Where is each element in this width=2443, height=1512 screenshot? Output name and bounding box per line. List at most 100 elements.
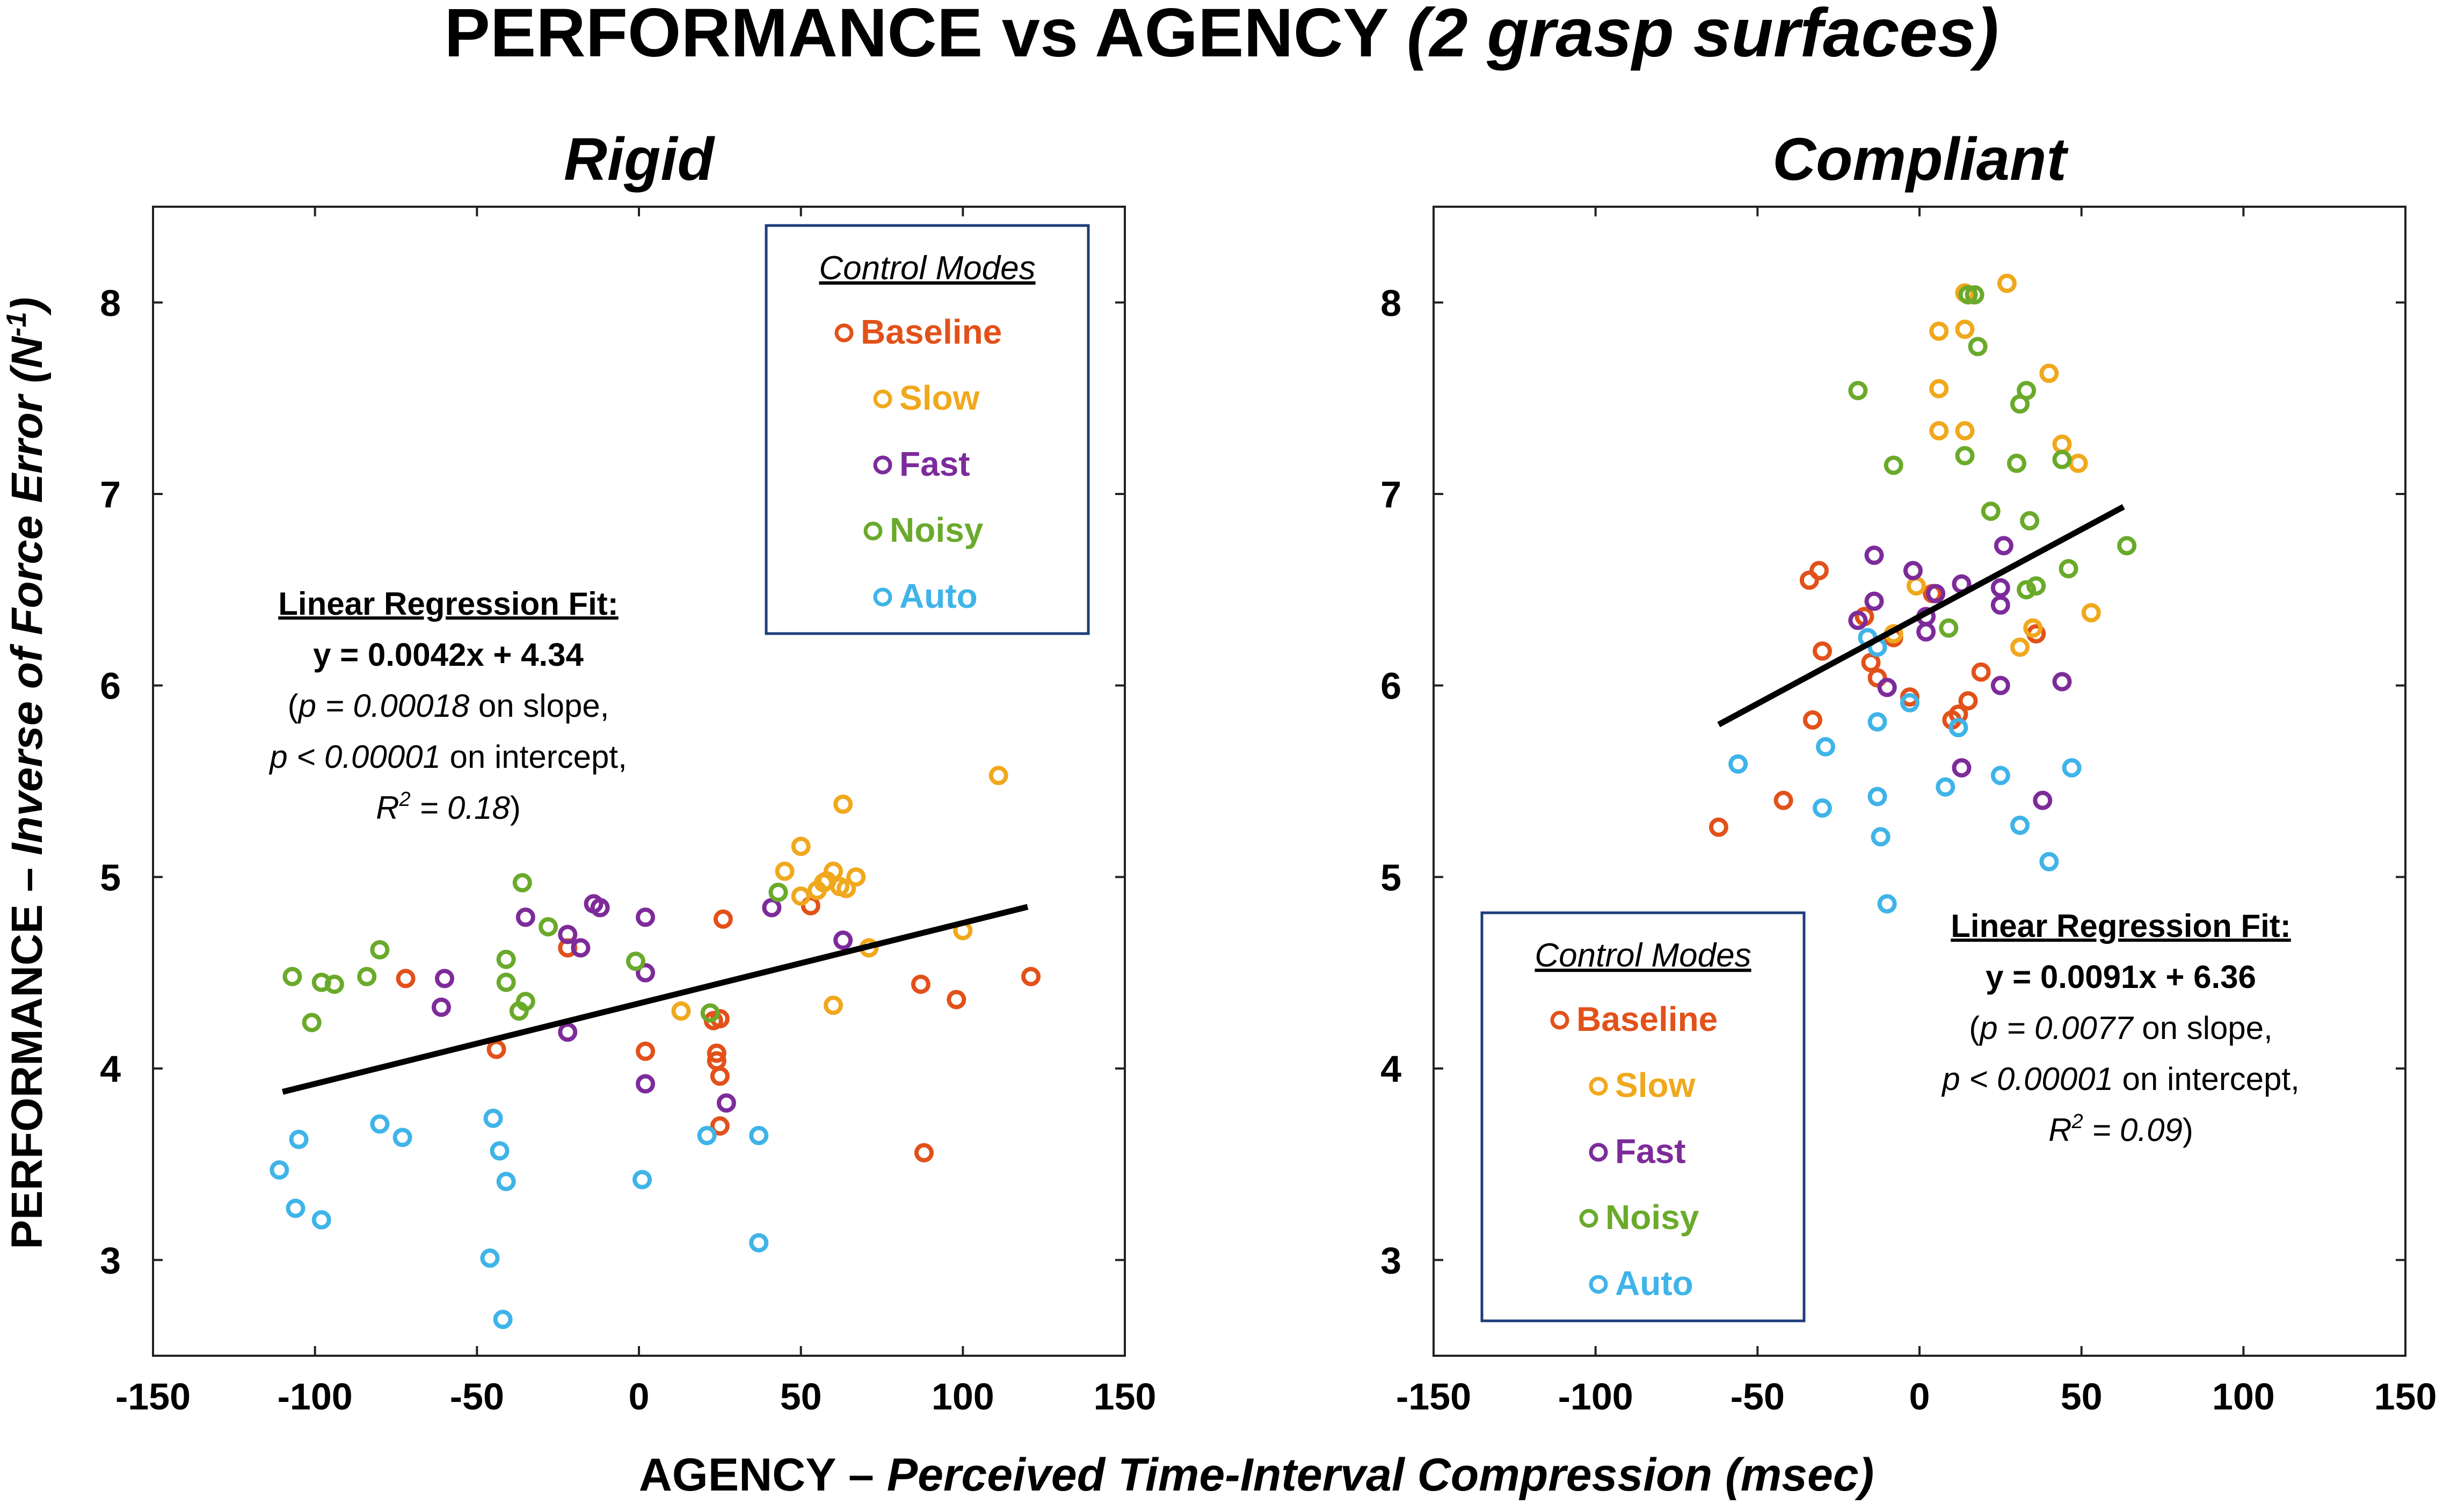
chart-1-y-tick-label-3: 6 [1380,665,1401,707]
chart-0-point-fast-4 [558,1022,578,1042]
figure-title-main: PERFORMANCE vs AGENCY [445,0,1407,71]
chart-1-fit-r2-symbol: R [2048,1112,2071,1148]
chart-1-point-slow-13 [2068,453,2088,473]
chart-1-point-baseline-14 [1958,691,1978,711]
chart-0-y-tick-label-0: 3 [100,1240,121,1282]
chart-1-point-fast-9 [1952,758,1972,778]
chart-1-point-fast-5 [1916,622,1936,642]
chart-1-point-slow-10 [2023,618,2043,638]
chart-1-point-fast-7 [1926,584,1946,604]
chart-0-point-baseline-0 [396,969,416,988]
chart-1-point-noisy-3 [1955,446,1975,466]
chart-0-fit-p-slope-value: p = 0.00018 [297,688,470,724]
chart-1-point-slow-6 [1955,421,1975,441]
chart-0-point-baseline-13 [914,1143,934,1162]
y-axis-label: PERFORMANCE – Inverse of Force Error (N-… [1,297,52,1249]
chart-0-point-fast-13 [833,931,853,950]
chart-1-fit-p-intercept: p < 0.00001 on intercept, [1941,1061,2300,1097]
chart-0-legend-label-noisy: Noisy [890,511,984,549]
chart-1-point-fast-3 [1877,678,1897,697]
chart-1-legend-marker-noisy [1579,1209,1598,1228]
chart-1-point-baseline-5 [1802,710,1822,730]
chart-1-point-auto-2 [1816,737,1836,757]
chart-0-legend-label-fast: Fast [899,445,970,483]
chart-1-point-auto-12 [1990,766,2010,786]
chart-0-point-slow-1 [775,861,795,881]
figure-title: PERFORMANCE vs AGENCY (2 grasp surfaces) [445,0,1999,71]
chart-0-x-tick-label-0: -150 [115,1376,191,1418]
panel-rigid: Rigid -150 -100 -50 0 50 100 150 3 4 5 6 7 8 Control M… [100,126,1156,1418]
chart-0-point-baseline-14 [947,990,966,1009]
chart-0-x-tick-label-5: 100 [932,1376,994,1418]
chart-1-point-noisy-2 [1939,618,1959,638]
chart-1-x-tick-label-5: 100 [2212,1376,2275,1418]
chart-1-point-fast-10 [1990,578,2010,598]
chart-0-point-fast-10 [636,1074,656,1094]
chart-0-x-tick-label-3: 0 [629,1376,650,1418]
chart-1-legend-label-fast: Fast [1615,1132,1686,1171]
chart-0-fit-p-intercept-text: on intercept, [441,739,627,775]
chart-1-point-slow-11 [2039,364,2059,383]
x-axis-label-main: AGENCY – [639,1449,887,1501]
chart-1-y-tick-label-5: 8 [1380,282,1401,324]
chart-1-point-baseline-4 [1813,641,1832,661]
chart-1-fit-p-intercept-value: p < 0.00001 [1941,1061,2113,1097]
chart-1-point-noisy-12 [2017,580,2037,600]
chart-1-y-tick-label-1: 4 [1380,1048,1401,1090]
chart-1-fit-p-slope-value: p = 0.0077 [1979,1010,2134,1046]
chart-0-fit-p-slope-text: on slope, [469,688,609,724]
chart-0-point-auto-11 [632,1169,652,1189]
chart-0-point-slow-8 [824,995,843,1015]
chart-0-point-fast-2 [515,907,535,927]
chart-1-point-auto-10 [1936,777,1955,797]
chart-0-x-tick-label-2: -50 [450,1376,504,1418]
y-axis-label-sup: -1 [1,312,32,337]
chart-0-fit-header: Linear Regression Fit: [278,586,618,622]
chart-0-legend-box [765,224,1090,635]
chart-1-point-slow-8 [1997,273,2017,293]
chart-1-point-auto-1 [1813,798,1832,818]
chart-0-point-auto-1 [286,1198,306,1218]
chart-0-legend-marker-baseline [834,323,854,343]
chart-1-point-fast-14 [2033,790,2053,810]
chart-0-point-baseline-8 [710,1066,730,1086]
figure-title-italic: (2 grasp surfaces) [1407,0,1999,71]
chart-0-y-tick-label-2: 5 [100,856,121,898]
chart-1-point-noisy-6 [1968,337,1988,357]
chart-0-y-tick-label-4: 7 [100,474,121,515]
chart-0-title: Rigid [564,126,716,193]
chart-1-legend-marker-baseline [1550,1011,1569,1030]
y-axis-label-italic: Inverse of Force Error (N [3,336,52,855]
chart-0-point-auto-10 [496,1172,516,1191]
chart-0-legend-marker-noisy [863,521,883,541]
chart-0-point-auto-8 [490,1141,510,1161]
chart-0-fit-r2-close: ) [510,790,521,826]
chart-1-point-noisy-15 [2059,559,2078,579]
chart-0-fit-p-slope-open: ( [288,688,299,724]
chart-1-point-noisy-8 [2007,453,2026,473]
chart-1-x-tick-label-6: 150 [2374,1376,2437,1418]
chart-0-legend-label-slow: Slow [899,379,980,417]
chart-0-x-tick-label-4: 50 [780,1376,822,1418]
chart-1-point-noisy-0 [1848,381,1868,401]
chart-0-point-fast-5 [571,938,591,958]
chart-0-point-baseline-11 [801,896,820,915]
chart-0-point-noisy-14 [768,882,788,902]
chart-0-point-noisy-7 [496,972,516,992]
chart-1-legend-marker-auto [1589,1275,1608,1294]
chart-1-point-slow-5 [1955,319,1975,339]
chart-1-point-noisy-5 [1965,285,1984,305]
chart-0-y-tick-label-3: 6 [100,665,121,707]
chart-1-point-noisy-11 [2020,511,2040,530]
chart-0-legend-title: Control Modes [819,250,1035,287]
chart-1-x-tick-label-2: -50 [1731,1376,1785,1418]
chart-1-fit-r2-close: ) [2183,1112,2193,1148]
chart-1-point-noisy-13 [2026,576,2046,596]
y-axis-label-main: PERFORMANCE – [3,855,52,1249]
chart-0-point-noisy-11 [539,917,558,937]
chart-1-point-baseline-1 [1773,790,1793,810]
chart-1-point-slow-14 [2081,603,2101,623]
chart-1-point-baseline-7 [1861,652,1881,672]
chart-0-legend-label-auto: Auto [899,577,978,615]
chart-1-legend-box [1480,911,1806,1322]
